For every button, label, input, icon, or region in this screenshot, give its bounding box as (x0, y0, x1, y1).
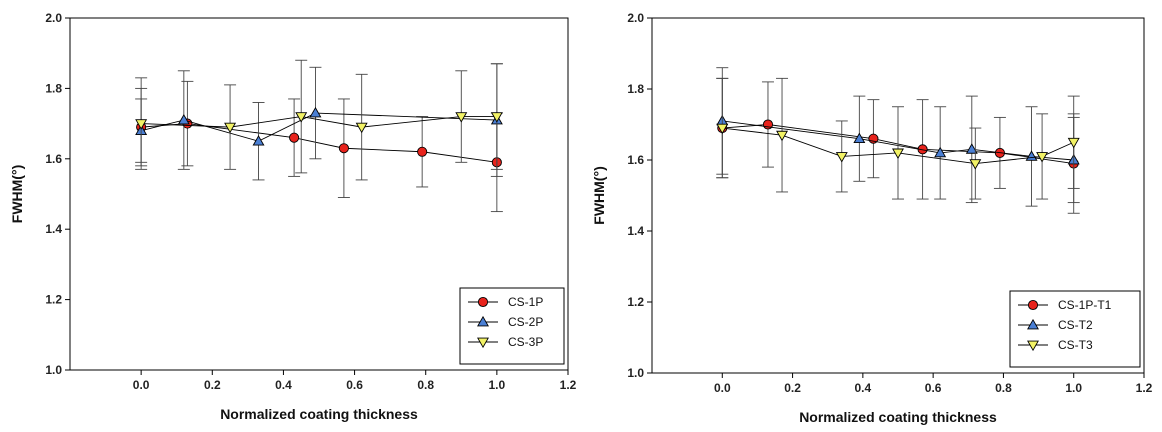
y-tick-label: 1.4 (45, 222, 62, 236)
data-point (853, 132, 866, 144)
data-point (969, 159, 982, 170)
legend-marker (477, 337, 489, 349)
series-cs-t3 (716, 77, 1080, 200)
x-axis-title: Normalized coating thickness (799, 409, 997, 425)
legend-marker (477, 315, 489, 327)
y-tick-label: 1.0 (45, 363, 62, 377)
x-tick-label: 0.8 (417, 378, 434, 392)
data-point (252, 135, 265, 146)
x-tick-label: 0.6 (925, 381, 942, 395)
legend-label: CS-1P (508, 295, 543, 309)
x-tick-label: 0.6 (346, 378, 363, 392)
x-tick-label: 0.4 (855, 381, 872, 395)
data-point (295, 112, 308, 123)
x-tick-label: 0.2 (204, 378, 221, 392)
data-point (934, 146, 947, 158)
y-axis-title: FWHM(°) (9, 165, 25, 223)
data-point (355, 122, 368, 134)
data-point (776, 130, 789, 142)
data-point (177, 113, 190, 125)
legend: CS-1P CS-2P CS-3P (459, 287, 565, 365)
y-axis-title: FWHM(°) (591, 166, 607, 224)
data-point (1036, 152, 1049, 163)
plot-frame (69, 17, 569, 371)
data-point (338, 143, 349, 154)
legend-label: CS-T2 (1058, 318, 1093, 332)
y-tick-label: 1.6 (45, 152, 62, 166)
data-point (417, 146, 428, 157)
legend-label: CS-2P (508, 315, 543, 329)
y-tick-label: 1.4 (627, 224, 644, 238)
data-point (965, 143, 978, 154)
x-tick-label: 1.0 (489, 378, 506, 392)
y-tick-label: 2.0 (45, 11, 62, 25)
x-tick-label: 1.2 (560, 378, 577, 392)
x-tick-label: 0.0 (714, 381, 731, 395)
plot-frame (651, 17, 1145, 374)
x-tick-label: 0.4 (275, 378, 292, 392)
data-point (490, 112, 503, 123)
chart-left: 1.0 1.2 1.4 1.6 1.8 2.0 0.0 0.2 0.4 0.6 0.8 1.0 1.2 N… (9, 11, 577, 422)
series-cs-1p (135, 80, 503, 213)
y-tick-label: 1.0 (627, 366, 644, 380)
x-tick-label: 0.2 (784, 381, 801, 395)
y-tick-label: 1.8 (627, 82, 644, 96)
series-line (141, 123, 497, 163)
y-tick-label: 2.0 (627, 11, 644, 25)
legend-label: CS-3P (508, 335, 543, 349)
legend: CS-1P-T1 CS-T2 CS-T3 (1009, 290, 1141, 368)
data-point (1067, 137, 1080, 149)
legend-marker (1027, 340, 1039, 352)
y-tick-label: 1.6 (627, 153, 644, 167)
y-tick-label: 1.2 (627, 295, 644, 309)
legend-marker (1027, 299, 1039, 311)
data-point (455, 112, 468, 123)
data-point (135, 119, 148, 130)
x-axis-title: Normalized coating thickness (220, 406, 418, 422)
x-tick-label: 1.0 (1065, 381, 1082, 395)
x-tick-label: 1.2 (1136, 381, 1153, 395)
data-point (309, 106, 322, 118)
data-point (289, 132, 300, 143)
series-cs-3p (135, 59, 503, 181)
legend-marker (1027, 318, 1039, 330)
data-point (716, 123, 729, 135)
series-cs-2p (135, 63, 503, 181)
y-tick-label: 1.8 (45, 81, 62, 95)
x-tick-label: 0.8 (995, 381, 1012, 395)
series-line (141, 116, 497, 128)
chart-right: 1.0 1.2 1.4 1.6 1.8 2.0 0.0 0.2 0.4 0.6 0.8 1.0 1.2 N… (591, 11, 1153, 425)
y-tick-label: 1.2 (45, 293, 62, 307)
data-point (835, 152, 848, 163)
data-point (892, 148, 904, 160)
x-tick-label: 0.0 (133, 378, 150, 392)
legend-label: CS-1P-T1 (1058, 298, 1112, 312)
legend-marker (477, 296, 489, 308)
data-point (224, 122, 237, 134)
legend-label: CS-T3 (1058, 338, 1093, 352)
